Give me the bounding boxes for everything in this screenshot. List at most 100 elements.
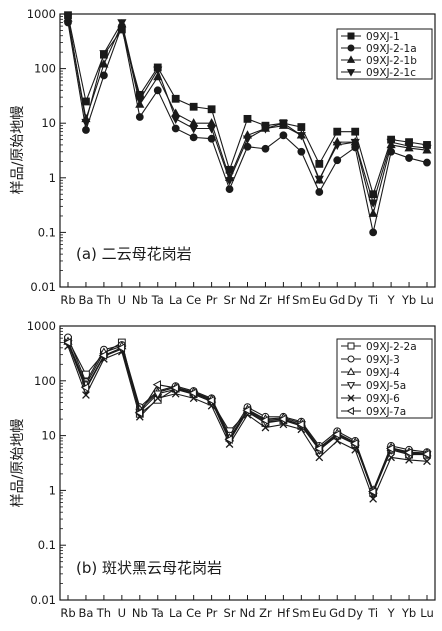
data-point (333, 127, 342, 136)
data-point (351, 445, 360, 454)
x-tick-label: Y (387, 293, 396, 307)
data-point (403, 447, 413, 458)
data-point (242, 405, 251, 415)
data-point (171, 115, 181, 124)
data-point (314, 175, 324, 185)
y-axis-a: 0.01 0.1 1 10 100 1000 (27, 7, 66, 294)
data-point (422, 144, 432, 154)
legend-label: 09XJ-3 (366, 354, 400, 366)
data-point (153, 394, 162, 403)
legend-marker (346, 69, 356, 77)
x-tick-label: Ce (186, 293, 201, 307)
data-point (153, 390, 163, 399)
data-point (189, 133, 198, 142)
legend-marker (347, 394, 355, 402)
y-tick-label: 1 (49, 483, 56, 497)
data-point (80, 383, 90, 393)
legend-label: 09XJ-2-1c (366, 67, 416, 79)
data-point (189, 125, 199, 134)
data-point (135, 113, 144, 121)
legend-label: 09XJ-5a (366, 380, 406, 392)
x-tick-label: La (169, 293, 182, 307)
x-tick-label: Th (96, 606, 111, 620)
data-point (278, 414, 287, 424)
series-group-a (63, 11, 432, 237)
legend-label: 09XJ-2-2a (366, 341, 417, 353)
x-tick-label: Gd (329, 293, 345, 307)
y-tick-label: 0.1 (38, 225, 56, 239)
x-tick-label: Zr (259, 293, 272, 307)
legend-label: 09XJ-6 (366, 393, 400, 405)
data-point (206, 395, 215, 405)
legend-b: 09XJ-2-2a09XJ-309XJ-409XJ-5a09XJ-609XJ-7… (336, 338, 433, 419)
y-tick-label: 0.1 (38, 538, 56, 552)
x-tick-label: Sm (292, 606, 311, 620)
x-tick-label: Hf (277, 293, 291, 307)
panel-label-b: (b) 斑状黑云母花岗岩 (76, 559, 222, 577)
data-point (404, 142, 414, 152)
y-axis-b: 0.01 0.1 1 10 100 1000 (27, 319, 66, 607)
x-tick-label: Nd (240, 293, 256, 307)
data-point (171, 94, 180, 103)
x-tick-label: Pr (206, 293, 218, 307)
data-point (81, 118, 91, 128)
data-point (260, 125, 271, 134)
legend-label: 09XJ-2-1a (366, 43, 417, 55)
x-tick-label: Rb (60, 293, 75, 307)
x-tick-label: Ta (151, 293, 164, 307)
legend-box (336, 338, 433, 419)
data-point (368, 199, 378, 208)
data-point (261, 423, 270, 432)
data-point (152, 380, 161, 390)
x-tick-label: Dy (347, 293, 363, 307)
data-point (297, 123, 306, 131)
x-tick-label: Sr (224, 293, 236, 307)
x-tick-label: Gd (329, 606, 345, 620)
x-tick-label: Sr (224, 606, 236, 620)
data-point (315, 188, 324, 196)
x-tick-label: Nd (240, 606, 256, 620)
data-point (385, 443, 395, 454)
legend-label: 09XJ-1 (366, 31, 400, 43)
data-point (423, 457, 431, 466)
data-point (63, 13, 73, 23)
data-point (351, 127, 360, 136)
data-point (315, 453, 324, 462)
data-point (116, 343, 126, 353)
x-tick-label: Sm (292, 293, 311, 307)
y-tick-label: 0.01 (30, 593, 56, 607)
legend-marker (347, 342, 355, 350)
data-point (350, 438, 359, 449)
y-tick-label: 100 (34, 62, 56, 76)
data-point (117, 19, 127, 28)
ylabel-a: 样品/原始地幔 (10, 106, 26, 195)
series-group-b (62, 333, 432, 503)
x-tick-label: Ba (78, 606, 93, 620)
data-point (242, 135, 253, 144)
y-tick-label: 1000 (27, 7, 56, 21)
data-point (405, 154, 413, 162)
x-tick-label: Th (96, 293, 111, 307)
data-point (423, 158, 431, 167)
data-point (82, 126, 90, 134)
x-tick-label: U (118, 293, 126, 307)
data-point (368, 487, 377, 497)
data-point (368, 208, 378, 217)
y-tick-label: 100 (34, 374, 56, 388)
x-tick-label: Lu (420, 293, 434, 307)
y-tick-label: 10 (41, 429, 56, 443)
x-tick-label: Ta (151, 606, 164, 620)
x-tick-label: La (169, 606, 182, 620)
data-point (296, 419, 305, 429)
y-tick-label: 10 (41, 116, 56, 130)
data-point (99, 59, 109, 68)
x-axis-b: Rb Ba Th U Nb Ta La Ce Pr Sr Nd Zr Hf Sm Eu Gd Dy Ti Y Yb Lu (60, 595, 434, 620)
data-point (369, 228, 378, 237)
x-tick-label: Ce (186, 606, 201, 620)
data-point (315, 159, 324, 168)
x-tick-label: Yb (401, 606, 416, 620)
legend-marker (347, 32, 355, 40)
legend-label: 09XJ-7a (366, 406, 406, 418)
data-point (99, 50, 109, 59)
